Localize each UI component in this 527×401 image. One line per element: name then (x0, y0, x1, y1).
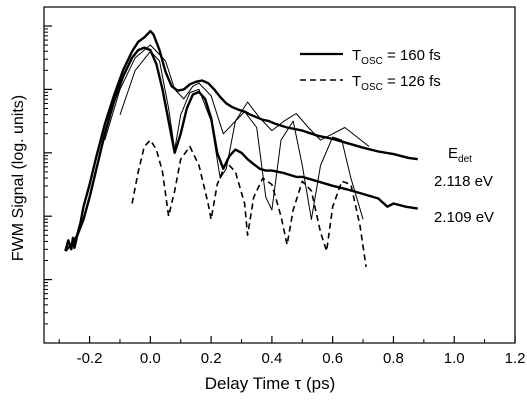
x-tick-label-1: 0.0 (140, 350, 161, 367)
series-3-thin (119, 50, 364, 220)
legend-label-2: TOSC = 126 fs (352, 73, 441, 93)
series-1-thick (64, 46, 418, 252)
series-layer (64, 29, 418, 268)
x-tick-label-6: 1.0 (444, 350, 465, 367)
legend: TOSC = 160 fs TOSC = 126 fs (300, 47, 441, 93)
y-axis-ticks (44, 25, 52, 325)
edet-label: Edet (448, 145, 472, 165)
x-tick-label-5: 0.8 (383, 350, 404, 367)
plot-frame (43, 6, 516, 344)
series-4-dashed (131, 139, 367, 268)
annotation-2109: 2.109 eV (434, 209, 494, 226)
x-tick-label-4: 0.6 (322, 350, 343, 367)
x-tick-label-3: 0.4 (261, 350, 282, 367)
x-axis-ticks: -0.2 0.0 0.2 0.4 0.6 0.8 1.0 1.2 (58, 336, 526, 367)
y-axis-label: FWM Signal (log. units) (10, 95, 27, 261)
x-axis-label: Delay Time τ (ps) (205, 374, 335, 393)
annotation-2118: 2.118 eV (434, 173, 493, 190)
x-tick-label-7: 1.2 (505, 350, 526, 367)
x-tick-label-2: 0.2 (201, 350, 222, 367)
x-tick-label-0: -0.2 (77, 350, 103, 367)
legend-label-1: TOSC = 160 fs (352, 47, 441, 67)
series-2-thin (104, 44, 370, 147)
series-0-thick (64, 29, 418, 252)
